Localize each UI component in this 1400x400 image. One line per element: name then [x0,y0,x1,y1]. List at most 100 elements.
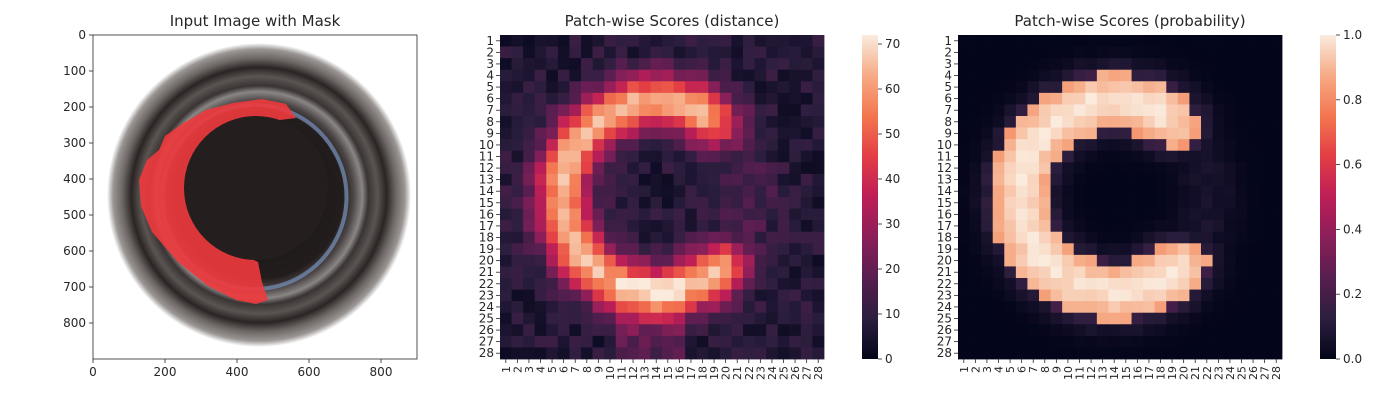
y-tick-label: 11 [479,150,494,164]
heatmap-cell [685,58,698,71]
heatmap-cell [1224,254,1237,267]
heatmap-cell [615,104,628,117]
x-tick-label: 3 [981,366,994,373]
heatmap-cell [1096,127,1109,140]
heatmap-cell [1143,266,1156,279]
y-tick-label: 9 [944,126,952,140]
heatmap-cell [812,69,825,82]
heatmap-cell [581,347,593,360]
image-y-tick-label: 800 [63,316,86,330]
heatmap-cell [1062,139,1075,152]
heatmap-cell [992,35,1005,47]
heatmap-cell [969,81,982,94]
heatmap-cell [581,289,593,302]
heatmap-cell [685,312,698,325]
heatmap-cell [500,197,512,209]
heatmap-cell [546,312,559,325]
heatmap-cell [1050,139,1063,152]
heatmap-cell [1073,289,1086,302]
heatmap-cell [1027,58,1040,71]
heatmap-cell [766,127,779,140]
heatmap-cell [708,173,721,186]
heatmap-cell [1015,243,1028,256]
heatmap-cell [708,92,721,105]
heatmap-cell [650,81,663,94]
heatmap-cell [958,58,970,71]
heatmap-cell [1235,104,1248,117]
heatmap-cell [1096,92,1109,105]
heatmap-cell [777,324,790,337]
heatmap-cell [1201,162,1213,175]
x-tick-label: 6 [558,366,571,373]
heatmap-cell [1073,127,1086,140]
heatmap-cell [1050,208,1063,221]
heatmap-cell [800,289,813,302]
heatmap-cell [1258,150,1271,163]
x-tick-label: 9 [592,366,605,373]
heatmap-cell [650,254,663,267]
heatmap-cell [1096,312,1109,325]
heatmap-cell [569,324,582,337]
heatmap-cell [1270,81,1283,94]
heatmap-cell [1050,266,1063,279]
heatmap-cell [766,335,779,348]
heatmap-cell [1062,208,1075,221]
heatmap-cell [766,324,779,337]
heatmap-cell [800,208,813,221]
heatmap-cell [1015,185,1028,198]
heatmap-cell [969,185,982,198]
heatmap-cell [719,220,732,233]
heatmap-cell [569,104,582,117]
colorbar-tick-label: 40 [885,172,900,186]
heatmap-cell [1166,312,1179,325]
heatmap-cell [1039,208,1051,221]
heatmap-cell [685,347,698,360]
heatmap-cell [766,150,779,163]
heatmap-cell [1235,185,1248,198]
heatmap-cell [1212,301,1225,314]
heatmap-cell [1027,278,1040,290]
heatmap-cell [1201,347,1213,360]
heatmap-cell [969,162,982,175]
heatmap-cell [523,58,536,71]
heatmap-cell [592,116,605,128]
heatmap-cell [1131,92,1144,105]
heatmap-cell [1247,104,1260,117]
heatmap-cell [1212,127,1225,140]
heatmap-cell [523,254,536,267]
heatmap-cell [1235,162,1248,175]
x-tick-label: 15 [662,366,675,380]
heatmap-cell [673,289,686,302]
heatmap-cell [523,324,536,337]
heatmap-cell [812,197,825,209]
heatmap-cell [766,347,779,360]
heatmap-cell [511,335,524,348]
heatmap-cell [1096,243,1109,256]
heatmap-cell [581,185,593,198]
heatmap-cell [1027,324,1040,337]
heatmap-cell [708,289,721,302]
heatmap-cell [708,185,721,198]
heatmap-cell [662,289,674,302]
heatmap-cell [1039,278,1051,290]
heatmap-cell [1027,197,1040,209]
heatmap-cell [662,301,674,314]
heatmap-cell [1258,58,1271,71]
heatmap-cell [958,347,970,360]
heatmap-cell [1120,197,1132,209]
heatmap-cell [685,324,698,337]
heatmap-cell [731,243,744,256]
heatmap-cell [1039,243,1051,256]
heatmap-cell [1120,289,1132,302]
heatmap-cell [981,324,994,337]
heatmap-cell [754,92,767,105]
heatmap-cell [615,81,628,94]
heatmap-cell [638,46,651,59]
heatmap-cell [800,35,813,47]
heatmap-cell [1062,185,1075,198]
heatmap-cell [754,347,767,360]
heatmap-cell [1085,58,1098,71]
heatmap-cell [534,301,547,314]
heatmap-cell [696,69,709,82]
heatmap-cell [731,162,744,175]
